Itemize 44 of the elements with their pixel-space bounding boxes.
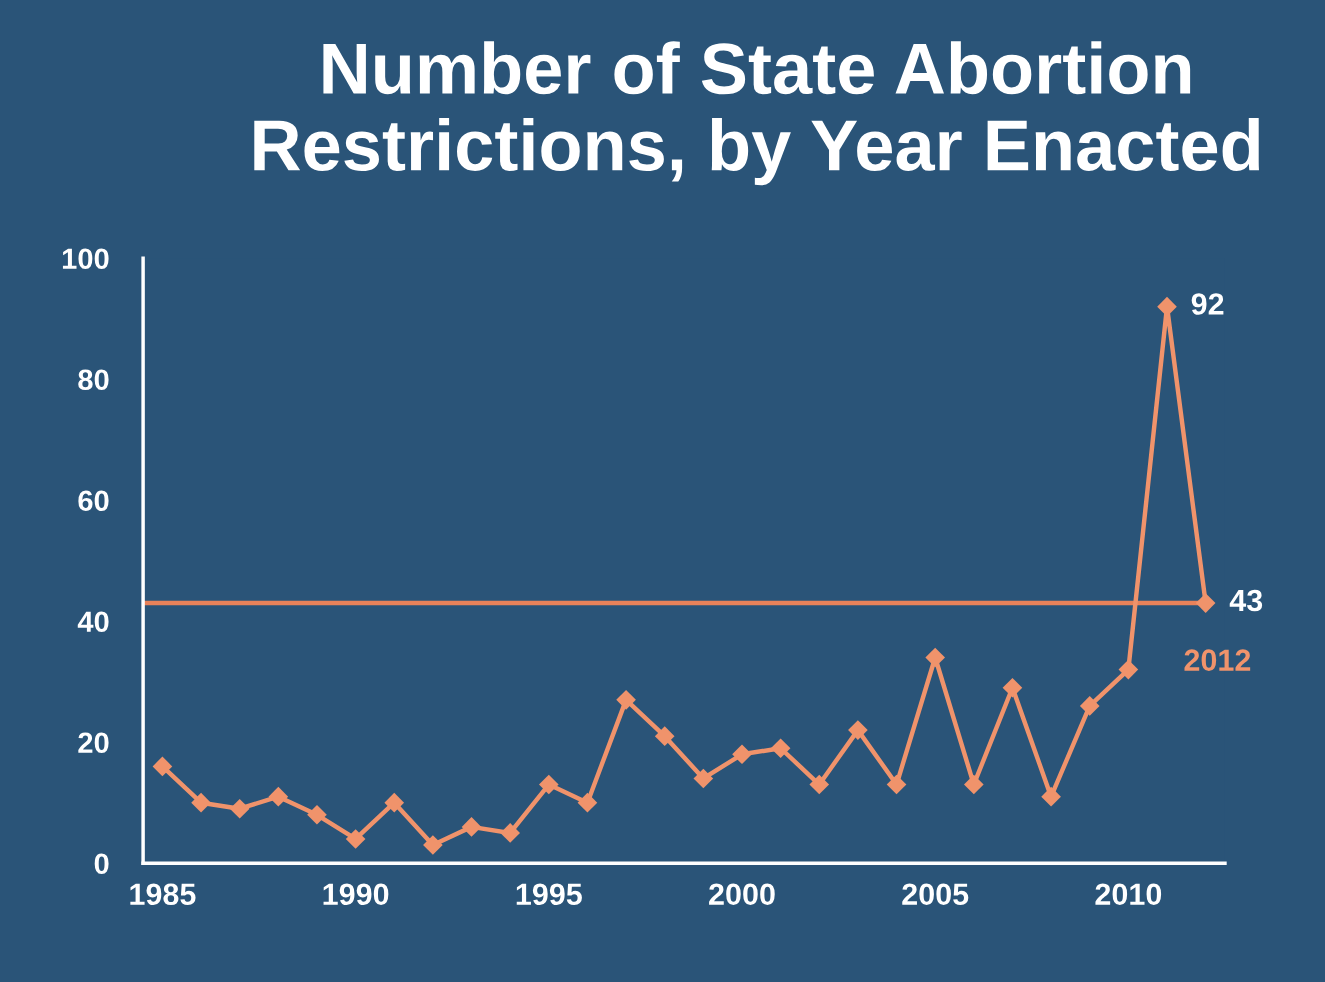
- point: [191, 792, 211, 813]
- x-tick-label: 2010: [1095, 883, 1162, 906]
- y-tick-label: 80: [78, 369, 109, 391]
- point: [229, 798, 250, 819]
- point: [1195, 593, 1216, 613]
- point: [1157, 296, 1177, 317]
- data-label: 43: [1229, 589, 1263, 612]
- point: [538, 774, 559, 795]
- point: [848, 720, 868, 740]
- point: [925, 647, 945, 668]
- point: [770, 738, 791, 759]
- point: [307, 804, 327, 825]
- point: [1118, 659, 1139, 680]
- annotation: 2012: [1184, 649, 1251, 671]
- y-tick-label: 60: [78, 490, 109, 512]
- y-tick-label: 100: [62, 248, 109, 270]
- point: [268, 786, 289, 807]
- y-tick-label: 40: [77, 611, 109, 633]
- point: [963, 774, 984, 795]
- point: [500, 823, 520, 843]
- point: [1041, 786, 1061, 807]
- point: [423, 835, 443, 855]
- point: [384, 792, 405, 813]
- y-tick-label: 20: [78, 732, 109, 754]
- point: [577, 792, 598, 813]
- x-tick-label: 1990: [323, 883, 389, 906]
- point: [461, 817, 482, 837]
- point: [1079, 696, 1100, 716]
- point: [616, 690, 636, 710]
- point: [732, 744, 752, 765]
- point: [886, 774, 907, 795]
- point: [152, 756, 173, 777]
- x-tick-label: 1995: [516, 883, 582, 906]
- y-tick-label: 0: [94, 853, 109, 875]
- point: [809, 774, 830, 795]
- chart-title: Number of State Abortion Restrictions, by Year Enacted: [254, 41, 1259, 186]
- x-tick-label: 2005: [902, 883, 969, 906]
- point: [654, 726, 675, 746]
- point: [1002, 677, 1023, 698]
- point: [693, 768, 714, 789]
- point: [345, 829, 366, 849]
- x-tick-label: 1985: [130, 883, 196, 906]
- data-label: 92: [1191, 293, 1224, 315]
- x-tick-label: 2000: [709, 883, 775, 906]
